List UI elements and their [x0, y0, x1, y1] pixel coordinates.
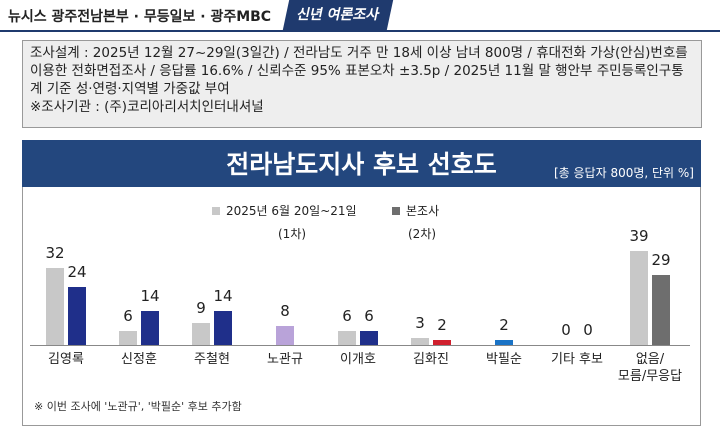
badge: 신년 여론조사 [282, 0, 394, 30]
value-label: 32 [45, 244, 65, 263]
bar [46, 268, 64, 345]
value-label: 2 [437, 316, 447, 335]
legend-label: 본조사 [406, 204, 440, 218]
value-label: 6 [364, 306, 374, 325]
legend-round: (2차) [408, 227, 437, 241]
bar [433, 340, 451, 345]
baseline [30, 345, 690, 346]
value-label: 14 [140, 287, 160, 306]
x-tick-label: 노관규 [267, 352, 303, 367]
x-tick-label: 기타 후보 [551, 352, 603, 367]
bar [68, 287, 86, 345]
x-tick-label: 없음/ 모름/무응답 [617, 352, 683, 384]
title-bar [22, 140, 701, 187]
method-agency: ※조사기관 : (주)코리아리서치인터내셔널 [30, 99, 264, 115]
value-label: 3 [415, 313, 425, 332]
x-tick-label: 신정훈 [121, 352, 157, 367]
bar [119, 330, 137, 345]
value-label: 6 [123, 306, 133, 325]
footnote: ※ 이번 조사에 '노관규', '박필순' 후보 추가함 [34, 400, 242, 413]
x-tick-label: 박필순 [486, 352, 522, 367]
bar [652, 275, 670, 345]
x-tick-label: 이개호 [340, 352, 376, 367]
value-label: 0 [583, 321, 593, 339]
legend-round: (1차) [278, 227, 307, 241]
bar [411, 337, 429, 345]
bar [338, 330, 356, 345]
bar [214, 311, 232, 345]
x-tick-label: 김화진 [413, 352, 449, 367]
value-label: 29 [651, 251, 671, 270]
value-label: 2 [499, 316, 509, 335]
source: 뉴시스 광주전남본부 · 무등일보 · 광주MBC [8, 9, 272, 25]
methodology: 조사설계 : 2025년 12월 27~29일(3일간) / 전라남도 거주 만… [22, 40, 702, 128]
bar [360, 330, 378, 345]
x-tick-label: 주철현 [194, 352, 230, 367]
legend-label: 2025년 6월 20일~21일 [226, 204, 357, 218]
value-label: 0 [561, 321, 571, 339]
bar [276, 325, 294, 345]
value-label: 6 [342, 306, 352, 325]
value-label: 24 [67, 263, 87, 282]
legend-swatch [212, 207, 220, 215]
value-label: 9 [196, 299, 206, 318]
bar [495, 340, 513, 345]
value-label: 8 [280, 301, 290, 320]
chart-title: 전라남도지사 후보 선호도 [226, 150, 497, 179]
x-tick-label: 김영록 [48, 352, 84, 367]
method-text: 조사설계 : 2025년 12월 27~29일(3일간) / 전라남도 거주 만… [30, 45, 688, 97]
legend-swatch [392, 207, 400, 215]
value-label: 14 [213, 287, 233, 306]
divider [0, 30, 720, 32]
chart-subtitle: [총 응답자 800명, 단위 %] [553, 166, 694, 180]
bar [192, 323, 210, 345]
bar [630, 251, 648, 345]
value-label: 39 [629, 227, 649, 246]
bar [141, 311, 159, 345]
